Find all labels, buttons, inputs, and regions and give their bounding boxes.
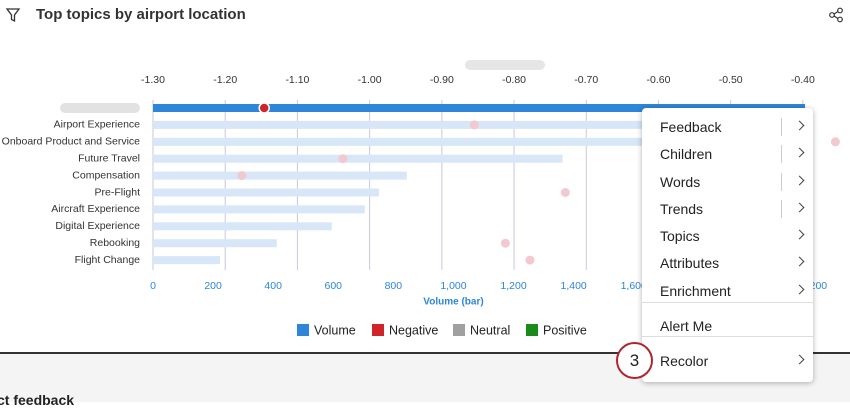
category-label: Flight Change: [75, 254, 141, 266]
menu-item[interactable]: Alert Me: [642, 313, 813, 339]
volume-bar: [153, 154, 563, 163]
menu-item[interactable]: Trends: [642, 196, 813, 222]
x-tick-label: 1,400: [560, 280, 586, 292]
x2-tick-label: -0.90: [430, 74, 454, 86]
menu-item[interactable]: Feedback: [642, 114, 813, 140]
menu-split: [781, 173, 782, 191]
legend-label: Neutral: [470, 323, 510, 337]
submenu-chevron: [794, 175, 805, 186]
x2-tick-label: -0.80: [502, 74, 526, 86]
legend-swatch: [453, 324, 465, 336]
legend-label: Negative: [389, 323, 438, 337]
x2-tick-label: -0.60: [647, 74, 671, 86]
volume-bar: [153, 239, 277, 248]
sentiment-dot: [830, 137, 840, 147]
submenu-chevron: [794, 202, 805, 213]
step-badge: 3: [616, 342, 653, 379]
widget-title: Top topics by airport location: [36, 6, 246, 23]
menu-item-label: Children: [660, 146, 713, 162]
x-tick-label: 600: [325, 280, 343, 292]
submenu-chevron: [794, 120, 805, 131]
x-tick-label: 200: [204, 280, 222, 292]
menu-item-label: Attributes: [660, 255, 720, 271]
menu-item[interactable]: Topics: [642, 223, 813, 249]
submenu-chevron: [794, 284, 805, 295]
menu-item-label: Feedback: [660, 119, 722, 135]
x-tick-label: 1,200: [500, 280, 526, 292]
menu-split: [781, 200, 782, 218]
sentiment-dot: [525, 255, 535, 265]
x2-tick-label: -0.50: [719, 74, 743, 86]
share-icon[interactable]: [829, 7, 843, 23]
x-tick-label: 400: [264, 280, 282, 292]
menu-divider: [642, 336, 813, 337]
volume-bar: [153, 205, 365, 214]
menu-item-label: Recolor: [660, 353, 709, 369]
legend-label: Positive: [543, 323, 587, 337]
legend-label: Volume: [314, 323, 356, 337]
menu-item-label: Topics: [660, 228, 700, 244]
sentiment-dot: [469, 120, 479, 130]
legend-swatch: [526, 324, 538, 336]
sentiment-dot: [500, 238, 510, 248]
x-tick-label: 1,600: [621, 280, 647, 292]
blurred-label: [60, 103, 140, 113]
category-label: Airport Experience: [54, 119, 141, 131]
category-label: Compensation: [72, 169, 140, 181]
menu-item[interactable]: Children: [642, 141, 813, 167]
category-label: Future Travel: [78, 152, 140, 164]
volume-bar: [153, 137, 694, 146]
legend-swatch: [372, 324, 384, 336]
menu-item-label: Alert Me: [660, 318, 713, 334]
x-tick-label: 1,000: [440, 280, 466, 292]
section-title: ct feedback: [0, 392, 75, 408]
x-tick-label: 0: [150, 280, 156, 292]
menu-item[interactable]: Attributes: [642, 250, 813, 276]
submenu-chevron: [794, 354, 805, 365]
menu-item-label: Words: [660, 174, 701, 190]
context-menu: Feedback Children Words Trends Topics Attribu…: [642, 108, 813, 382]
x2-tick-label: -1.10: [285, 74, 309, 86]
chart: -1.30 -1.20 -1.10 -1.00 -0.90 -0.80 -0.70 -0.60…: [2, 7, 843, 337]
volume-bar: [153, 222, 332, 231]
menu-item-label: Enrichment: [660, 283, 731, 299]
menu-item[interactable]: Enrichment: [642, 278, 813, 304]
volume-bar: [153, 104, 805, 112]
x2-tick-label: -0.40: [791, 74, 815, 86]
filter-icon[interactable]: [5, 8, 21, 23]
volume-bar: [153, 120, 724, 129]
category-label: Rebooking: [90, 237, 140, 249]
x2-tick-label: -0.70: [574, 74, 598, 86]
x2-tick-label: -1.00: [358, 74, 382, 86]
blurred-axis-title: [465, 60, 545, 70]
legend-swatch: [297, 324, 309, 336]
x-axis-label: Volume (bar): [423, 297, 483, 308]
x2-tick-label: -1.30: [141, 74, 165, 86]
volume-bar: [153, 188, 379, 197]
submenu-chevron: [794, 256, 805, 267]
category-label: Pre-Flight: [94, 186, 140, 198]
sentiment-dot: [237, 171, 247, 181]
sentiment-dot: [560, 188, 570, 197]
submenu-chevron: [794, 147, 805, 158]
menu-item[interactable]: Words: [642, 169, 813, 195]
category-label: Aircraft Experience: [51, 203, 140, 215]
menu-item-label: Trends: [660, 201, 704, 217]
menu-divider: [642, 302, 813, 303]
submenu-chevron: [794, 229, 805, 240]
x-tick-label: 800: [385, 280, 403, 292]
category-label: Onboard Product and Service: [2, 136, 140, 148]
x2-tick-label: -1.20: [213, 74, 237, 86]
category-label: Digital Experience: [55, 220, 140, 232]
volume-bar: [153, 171, 407, 180]
menu-item[interactable]: Recolor: [642, 348, 813, 374]
menu-split: [781, 118, 782, 136]
volume-bar: [153, 256, 221, 265]
sentiment-dot: [258, 102, 270, 114]
sentiment-dot: [338, 154, 348, 164]
menu-split: [781, 145, 782, 163]
